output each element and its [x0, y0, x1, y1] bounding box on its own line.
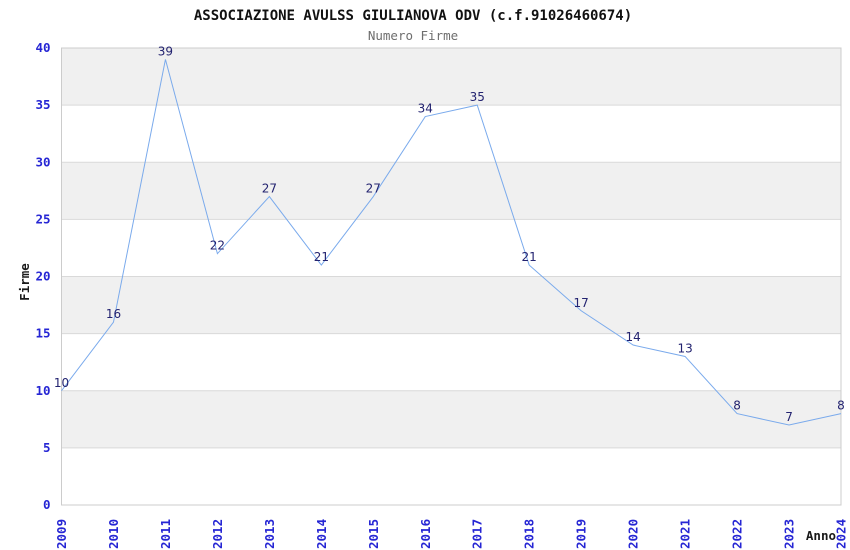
- y-tick-label: 25: [35, 211, 50, 226]
- y-tick-label: 5: [43, 440, 51, 455]
- data-label: 22: [210, 239, 225, 253]
- x-tick-label: 2023: [782, 519, 797, 549]
- data-label: 27: [262, 182, 277, 196]
- x-tick-label: 2022: [730, 519, 745, 549]
- x-tick-label: 2009: [54, 519, 69, 549]
- plot-border: [61, 47, 842, 506]
- x-axis-title: Anno: [806, 528, 836, 543]
- data-label: 8: [733, 399, 741, 413]
- y-tick-label: 30: [35, 154, 50, 169]
- x-tick-label: 2014: [314, 519, 329, 549]
- y-tick-label: 0: [43, 497, 51, 512]
- data-label: 35: [470, 90, 485, 104]
- x-tick-label: 2018: [522, 519, 537, 549]
- data-label: 17: [574, 296, 589, 310]
- grid-bands: [61, 48, 841, 448]
- y-axis-title: Firme: [17, 263, 32, 301]
- data-label: 7: [785, 410, 793, 424]
- grid-band: [61, 276, 841, 334]
- grid-band: [61, 162, 841, 220]
- data-label: 34: [418, 102, 433, 116]
- data-label: 13: [677, 341, 692, 355]
- data-label: 8: [837, 399, 845, 413]
- y-tick-label: 15: [35, 326, 50, 341]
- x-tick-label: 2016: [418, 519, 433, 549]
- x-tick-label: 2021: [678, 519, 693, 549]
- x-tick-label: 2012: [210, 519, 225, 549]
- x-tick-label: 2010: [106, 519, 121, 549]
- x-tick-label: 2019: [574, 519, 589, 549]
- data-label: 39: [158, 44, 173, 58]
- chart-subtitle: Numero Firme: [368, 28, 458, 43]
- y-tick-label: 35: [35, 97, 50, 112]
- data-label: 14: [625, 330, 640, 344]
- y-axis-tick-labels: 0 5 10 15 20 25 30 35 40: [35, 40, 50, 512]
- x-tick-label: 2011: [158, 519, 173, 549]
- data-label: 27: [366, 182, 381, 196]
- y-tick-label: 10: [35, 383, 50, 398]
- x-tick-label: 2013: [262, 519, 277, 549]
- y-tick-label: 40: [35, 40, 50, 55]
- grid-band: [61, 390, 841, 448]
- grid-band: [61, 48, 841, 106]
- x-tick-label: 2024: [834, 519, 849, 549]
- data-label: 16: [106, 307, 121, 321]
- data-label: 21: [522, 250, 537, 264]
- series-line: [61, 59, 842, 426]
- y-tick-label: 20: [35, 269, 50, 284]
- x-tick-label: 2015: [366, 519, 381, 549]
- data-label: 21: [314, 250, 329, 264]
- x-tick-label: 2020: [626, 519, 641, 549]
- x-axis-tick-labels: 2009 2010 2011 2012 2013 2014 2015 2016 2017 2018…: [54, 519, 849, 549]
- data-label: 10: [54, 376, 69, 390]
- chart-title: ASSOCIAZIONE AVULSS GIULIANOVA ODV (c.f.…: [194, 8, 632, 24]
- data-labels: 10 16 39 22 27 21 27 34 35 21 17 14 13 8 7 8: [54, 44, 845, 424]
- x-tick-label: 2017: [470, 519, 485, 549]
